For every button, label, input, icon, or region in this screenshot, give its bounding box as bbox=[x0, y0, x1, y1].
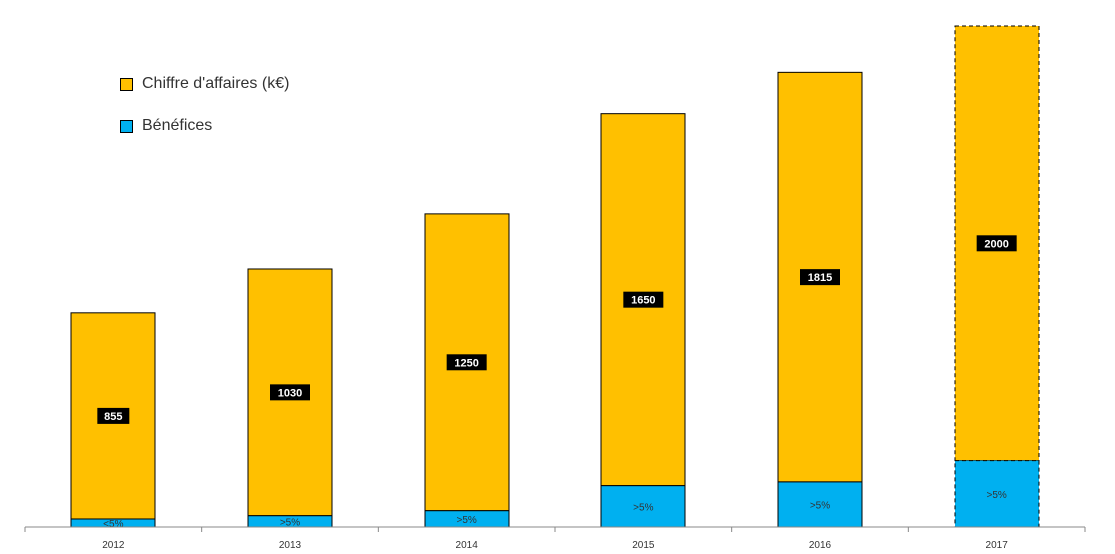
data-label-profit-2017: >5% bbox=[987, 490, 1007, 501]
data-label-revenue-2017: 2000 bbox=[984, 238, 1008, 250]
data-label-revenue-2015: 1650 bbox=[631, 295, 655, 307]
legend: Chiffre d'affaires (k€) Bénéfices bbox=[120, 72, 289, 156]
x-tick-label-2015: 2015 bbox=[632, 540, 655, 551]
x-axis: 2012 2013 2014 2015 2016 2017 bbox=[24, 526, 1086, 551]
legend-item-profit: Bénéfices bbox=[120, 114, 289, 138]
x-tick-label-2012: 2012 bbox=[102, 540, 125, 551]
legend-swatch-profit bbox=[120, 119, 133, 133]
legend-label-revenue: Chiffre d'affaires (k€) bbox=[142, 75, 290, 92]
data-label-profit-2013: >5% bbox=[280, 517, 300, 528]
bar-profit-2015 bbox=[600, 485, 686, 528]
data-label-bg-2012 bbox=[97, 407, 130, 424]
x-tick-label-2017: 2017 bbox=[986, 540, 1009, 551]
x-tick-label-2016: 2016 bbox=[809, 540, 832, 551]
legend-label-profit: Bénéfices bbox=[142, 117, 213, 134]
data-label-profit-2016: >5% bbox=[810, 500, 830, 511]
data-label-bg-2013 bbox=[270, 384, 310, 401]
data-label-revenue-2013: 1030 bbox=[278, 387, 302, 399]
data-label-profit-2012: <5% bbox=[103, 519, 123, 530]
data-label-bg-2017 bbox=[976, 235, 1017, 252]
x-tick-label-2013: 2013 bbox=[279, 540, 302, 551]
data-label-revenue-2016: 1815 bbox=[808, 272, 832, 284]
data-label-bg-2014 bbox=[446, 354, 487, 371]
data-label-profit-2015: >5% bbox=[633, 502, 653, 513]
legend-swatch-revenue bbox=[120, 77, 133, 91]
data-label-revenue-2012: 855 bbox=[104, 411, 122, 423]
data-label-bg-2016 bbox=[800, 269, 840, 286]
x-tick-label-2014: 2014 bbox=[456, 540, 479, 551]
data-label-bg-2015 bbox=[623, 291, 664, 308]
labels-group: 855 <5% 1030 >5% 1250 >5% 1650 >5% 1815 >5% 2000 >5… bbox=[97, 235, 1017, 530]
legend-item-revenue: Chiffre d'affaires (k€) bbox=[120, 72, 289, 96]
data-label-profit-2014: >5% bbox=[457, 515, 477, 526]
data-label-revenue-2014: 1250 bbox=[454, 357, 478, 369]
